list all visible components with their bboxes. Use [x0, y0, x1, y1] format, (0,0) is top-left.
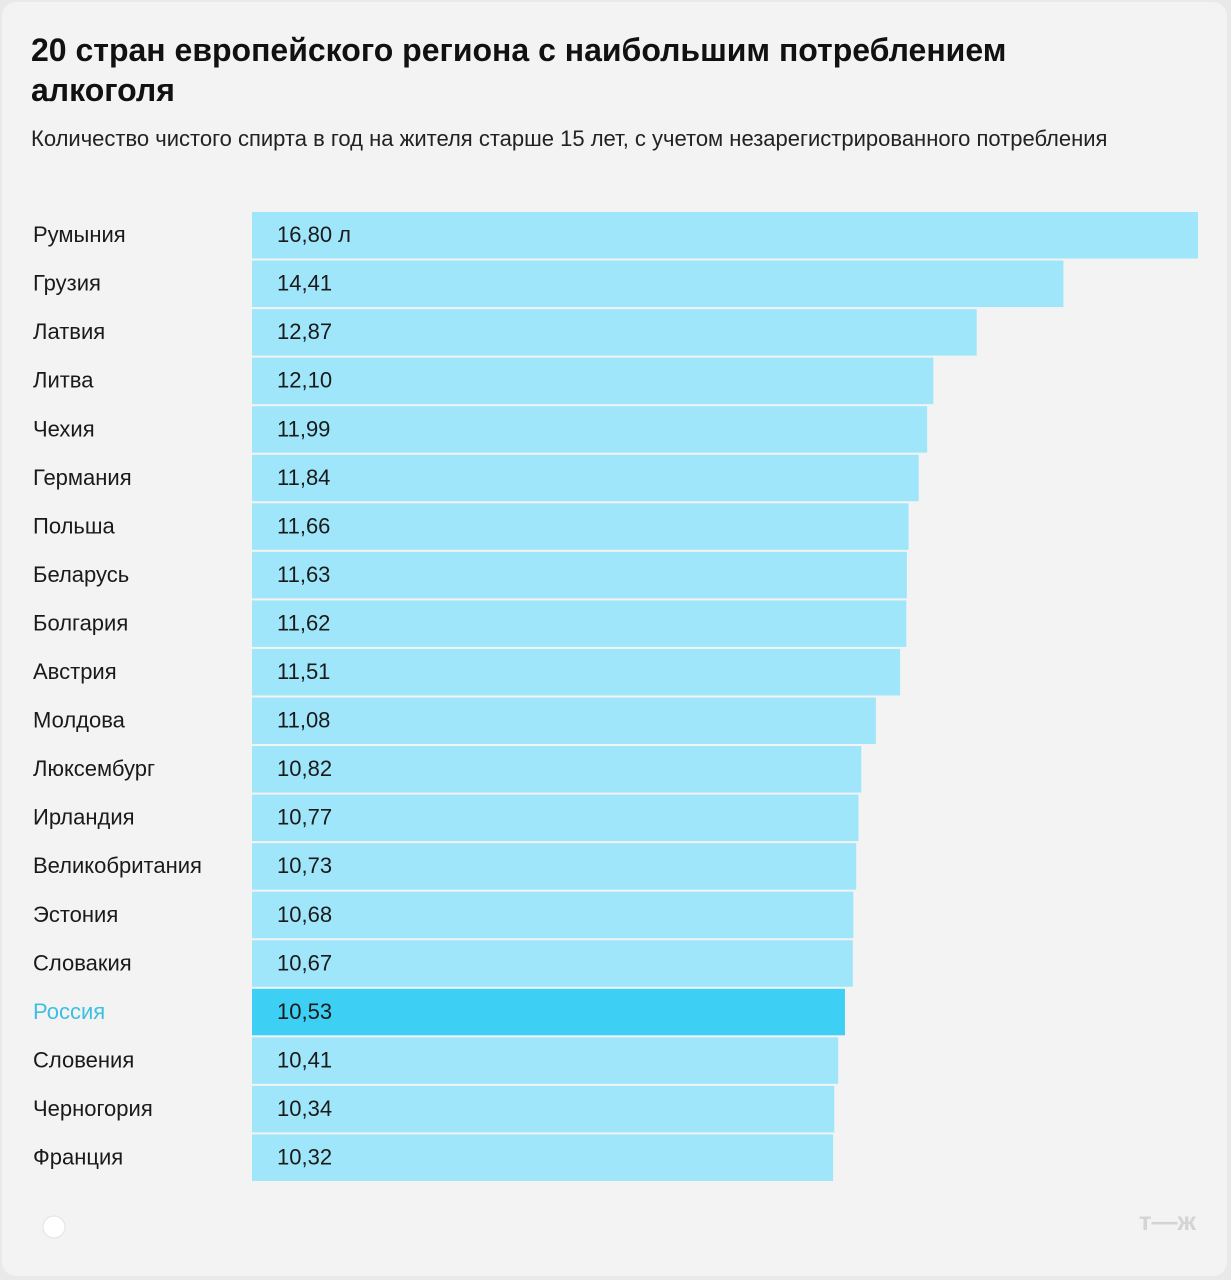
- bar: [252, 1085, 835, 1133]
- value-label: 11,66: [277, 513, 330, 538]
- bar: [252, 697, 876, 744]
- value-label: 16,80 л: [277, 222, 351, 247]
- bar: [252, 843, 857, 890]
- bar: [252, 600, 907, 647]
- category-label: Австрия: [33, 659, 117, 684]
- value-label: 10,34: [277, 1096, 332, 1121]
- chart-subtitle: Количество чистого спирта в год на жител…: [31, 126, 1108, 151]
- bar: [252, 551, 907, 599]
- category-label: Польша: [33, 513, 116, 538]
- bar: [252, 1134, 834, 1181]
- bar: [252, 794, 859, 842]
- value-label: 10,53: [277, 999, 332, 1024]
- bar: [252, 357, 934, 405]
- value-label: 10,68: [277, 902, 332, 927]
- category-label: Беларусь: [33, 562, 129, 587]
- bar: [252, 503, 909, 550]
- value-label: 12,10: [277, 368, 332, 393]
- bar: [252, 746, 862, 793]
- category-label: Германия: [33, 465, 132, 490]
- bar: [252, 891, 854, 939]
- bar: [252, 309, 977, 356]
- category-label: Молдова: [33, 708, 126, 733]
- category-label: Ирландия: [33, 805, 135, 830]
- brand-icon: [42, 1215, 66, 1239]
- value-label: 11,63: [277, 562, 330, 587]
- value-label: 11,62: [277, 610, 330, 635]
- logo: т—ж: [1139, 1206, 1197, 1236]
- category-label: Эстония: [33, 902, 118, 927]
- category-label: Россия: [33, 999, 105, 1024]
- category-label: Великобритания: [33, 853, 202, 878]
- value-label: 10,41: [277, 1047, 332, 1072]
- category-label: Черногория: [33, 1096, 153, 1121]
- value-label: 11,51: [277, 659, 330, 684]
- bar: [252, 648, 901, 696]
- category-label: Люксембург: [33, 756, 155, 781]
- bar: [252, 454, 919, 502]
- category-label: Чехия: [33, 416, 95, 441]
- value-label: 11,84: [277, 465, 330, 490]
- category-label: Грузия: [33, 271, 101, 296]
- category-label: Словакия: [33, 950, 132, 975]
- bar: [252, 940, 853, 987]
- bar: [252, 212, 1198, 259]
- category-label: Франция: [33, 1145, 123, 1170]
- category-label: Латвия: [33, 319, 105, 344]
- chart-title: 20 стран европейского региона с наибольш…: [31, 32, 1007, 108]
- value-label: 14,41: [277, 271, 332, 296]
- value-label: 10,77: [277, 805, 332, 830]
- category-label: Словения: [33, 1047, 134, 1072]
- value-label: 11,08: [277, 708, 330, 733]
- value-label: 10,82: [277, 756, 332, 781]
- value-label: 12,87: [277, 319, 332, 344]
- bar: [252, 260, 1064, 308]
- value-label: 10,67: [277, 950, 332, 975]
- value-label: 11,99: [277, 416, 330, 441]
- value-label: 10,73: [277, 853, 332, 878]
- category-label: Румыния: [33, 222, 126, 247]
- bar: [252, 406, 928, 453]
- bar: [252, 1037, 839, 1084]
- category-label: Литва: [33, 368, 94, 393]
- value-label: 10,32: [277, 1145, 332, 1170]
- bar: [252, 988, 845, 1036]
- category-label: Болгария: [33, 610, 128, 635]
